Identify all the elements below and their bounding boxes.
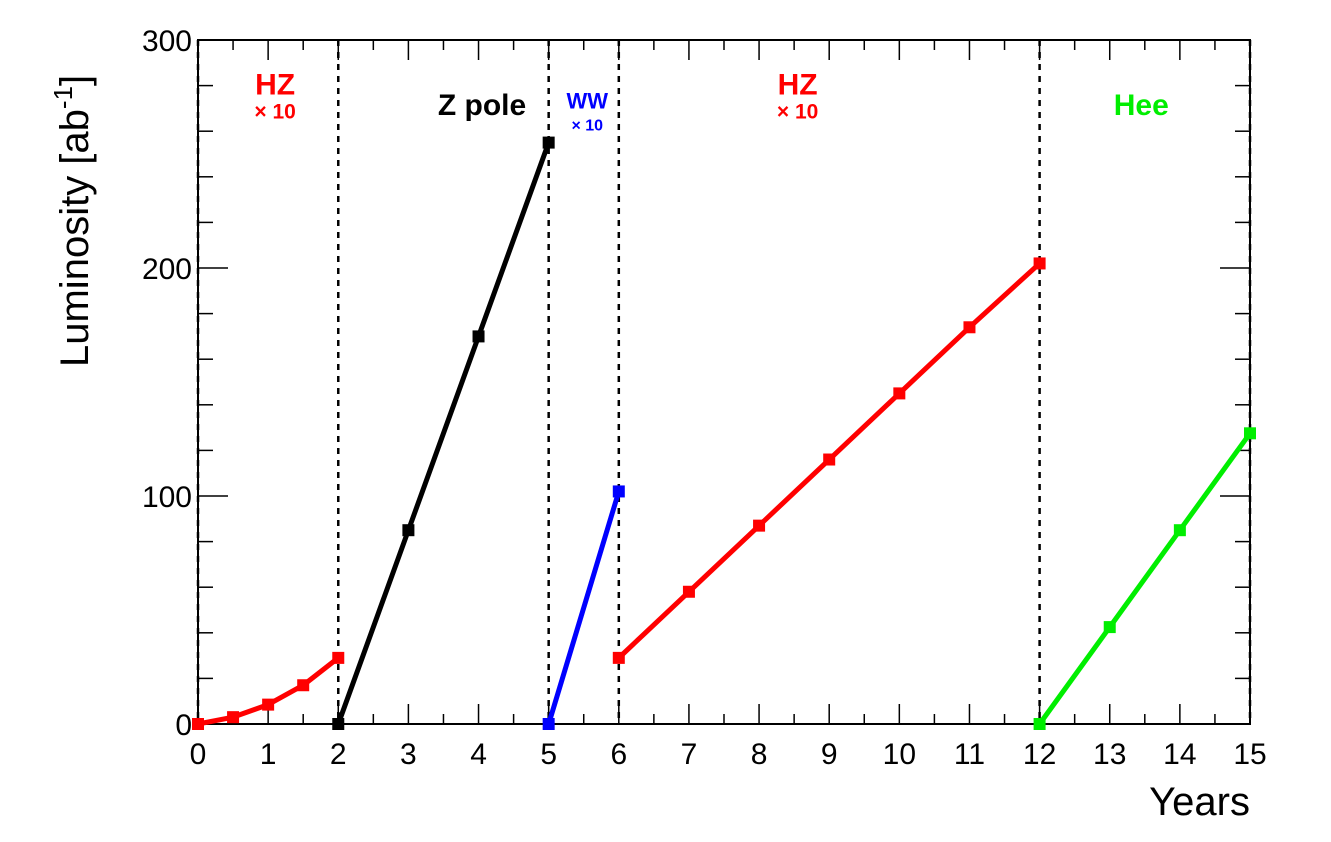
region-label-text: HZ [255, 69, 295, 102]
x-axis-title: Years [1149, 780, 1250, 824]
data-point [893, 387, 906, 400]
data-point [1033, 718, 1046, 730]
y-axis-title-main: Luminosity [ab [53, 109, 97, 367]
series-2 [542, 485, 625, 730]
region-boundaries [196, 40, 1252, 724]
x-tick-label: 0 [190, 738, 207, 771]
data-point [542, 718, 555, 730]
region-label-4: Hee [1114, 89, 1169, 122]
x-tick-label: 2 [330, 738, 347, 771]
region-label-0: HZ× 10 [254, 69, 295, 124]
data-point [1103, 621, 1116, 634]
region-label-text: WW [566, 88, 608, 113]
y-tick-label: 200 [142, 253, 192, 286]
region-label-3: HZ× 10 [777, 69, 818, 124]
data-point [682, 585, 695, 598]
series-line [335, 141, 552, 725]
x-tick-label: 6 [610, 738, 627, 771]
series-1 [332, 136, 555, 730]
data-point [472, 330, 485, 343]
data-point [1244, 427, 1256, 440]
x-tick-label: 12 [1023, 738, 1056, 771]
data-point [963, 321, 976, 334]
region-label-multiplier: × 10 [571, 117, 603, 134]
data-point [332, 651, 345, 664]
y-axis-title-sup: -1 [48, 86, 78, 109]
y-axis-title: Luminosity [ab-1] [48, 75, 97, 367]
series-layer [192, 136, 1256, 730]
x-tick-label: 15 [1233, 738, 1266, 771]
x-tick-label: 1 [260, 738, 277, 771]
x-tick-label: 11 [954, 738, 985, 771]
data-point [297, 679, 310, 692]
x-tick-label: 3 [400, 738, 417, 771]
y-axis-title-close: ] [53, 75, 97, 86]
data-point [262, 698, 275, 711]
region-label-multiplier: × 10 [254, 101, 295, 124]
region-label-1: Z pole [438, 89, 526, 122]
region-label-multiplier: × 10 [777, 101, 818, 124]
series-3 [612, 257, 1046, 664]
region-label-2: WW × 10 [566, 88, 608, 134]
data-point [612, 651, 625, 664]
series-line [546, 490, 622, 725]
region-label-text: Z pole [438, 89, 526, 122]
data-point [332, 718, 345, 730]
axis-ticks [197, 39, 1251, 725]
y-tick-label: 100 [142, 481, 192, 514]
y-tick-label: 0 [175, 709, 192, 742]
data-point [612, 485, 625, 498]
series-0 [192, 651, 345, 730]
x-tick-label: 4 [470, 738, 487, 771]
data-point [402, 524, 415, 537]
region-label-text: HZ [778, 69, 818, 102]
data-point [227, 711, 240, 724]
x-tick-label: 8 [751, 738, 768, 771]
data-point [753, 519, 766, 532]
data-point [1173, 524, 1186, 537]
y-tick-label: 300 [142, 25, 192, 58]
data-point [823, 453, 836, 466]
x-tick-label: 10 [883, 738, 916, 771]
plot-frame [197, 39, 1251, 725]
x-tick-label: 7 [681, 738, 698, 771]
x-tick-label: 9 [821, 738, 838, 771]
data-point [542, 136, 555, 149]
series-4 [1033, 427, 1256, 730]
data-point [1033, 257, 1046, 270]
x-tick-label: 13 [1093, 738, 1126, 771]
data-point [192, 718, 204, 730]
x-tick-label: 14 [1163, 738, 1196, 771]
series-line [1037, 431, 1253, 726]
region-label-text: Hee [1114, 89, 1169, 122]
x-tick-label: 5 [540, 738, 557, 771]
